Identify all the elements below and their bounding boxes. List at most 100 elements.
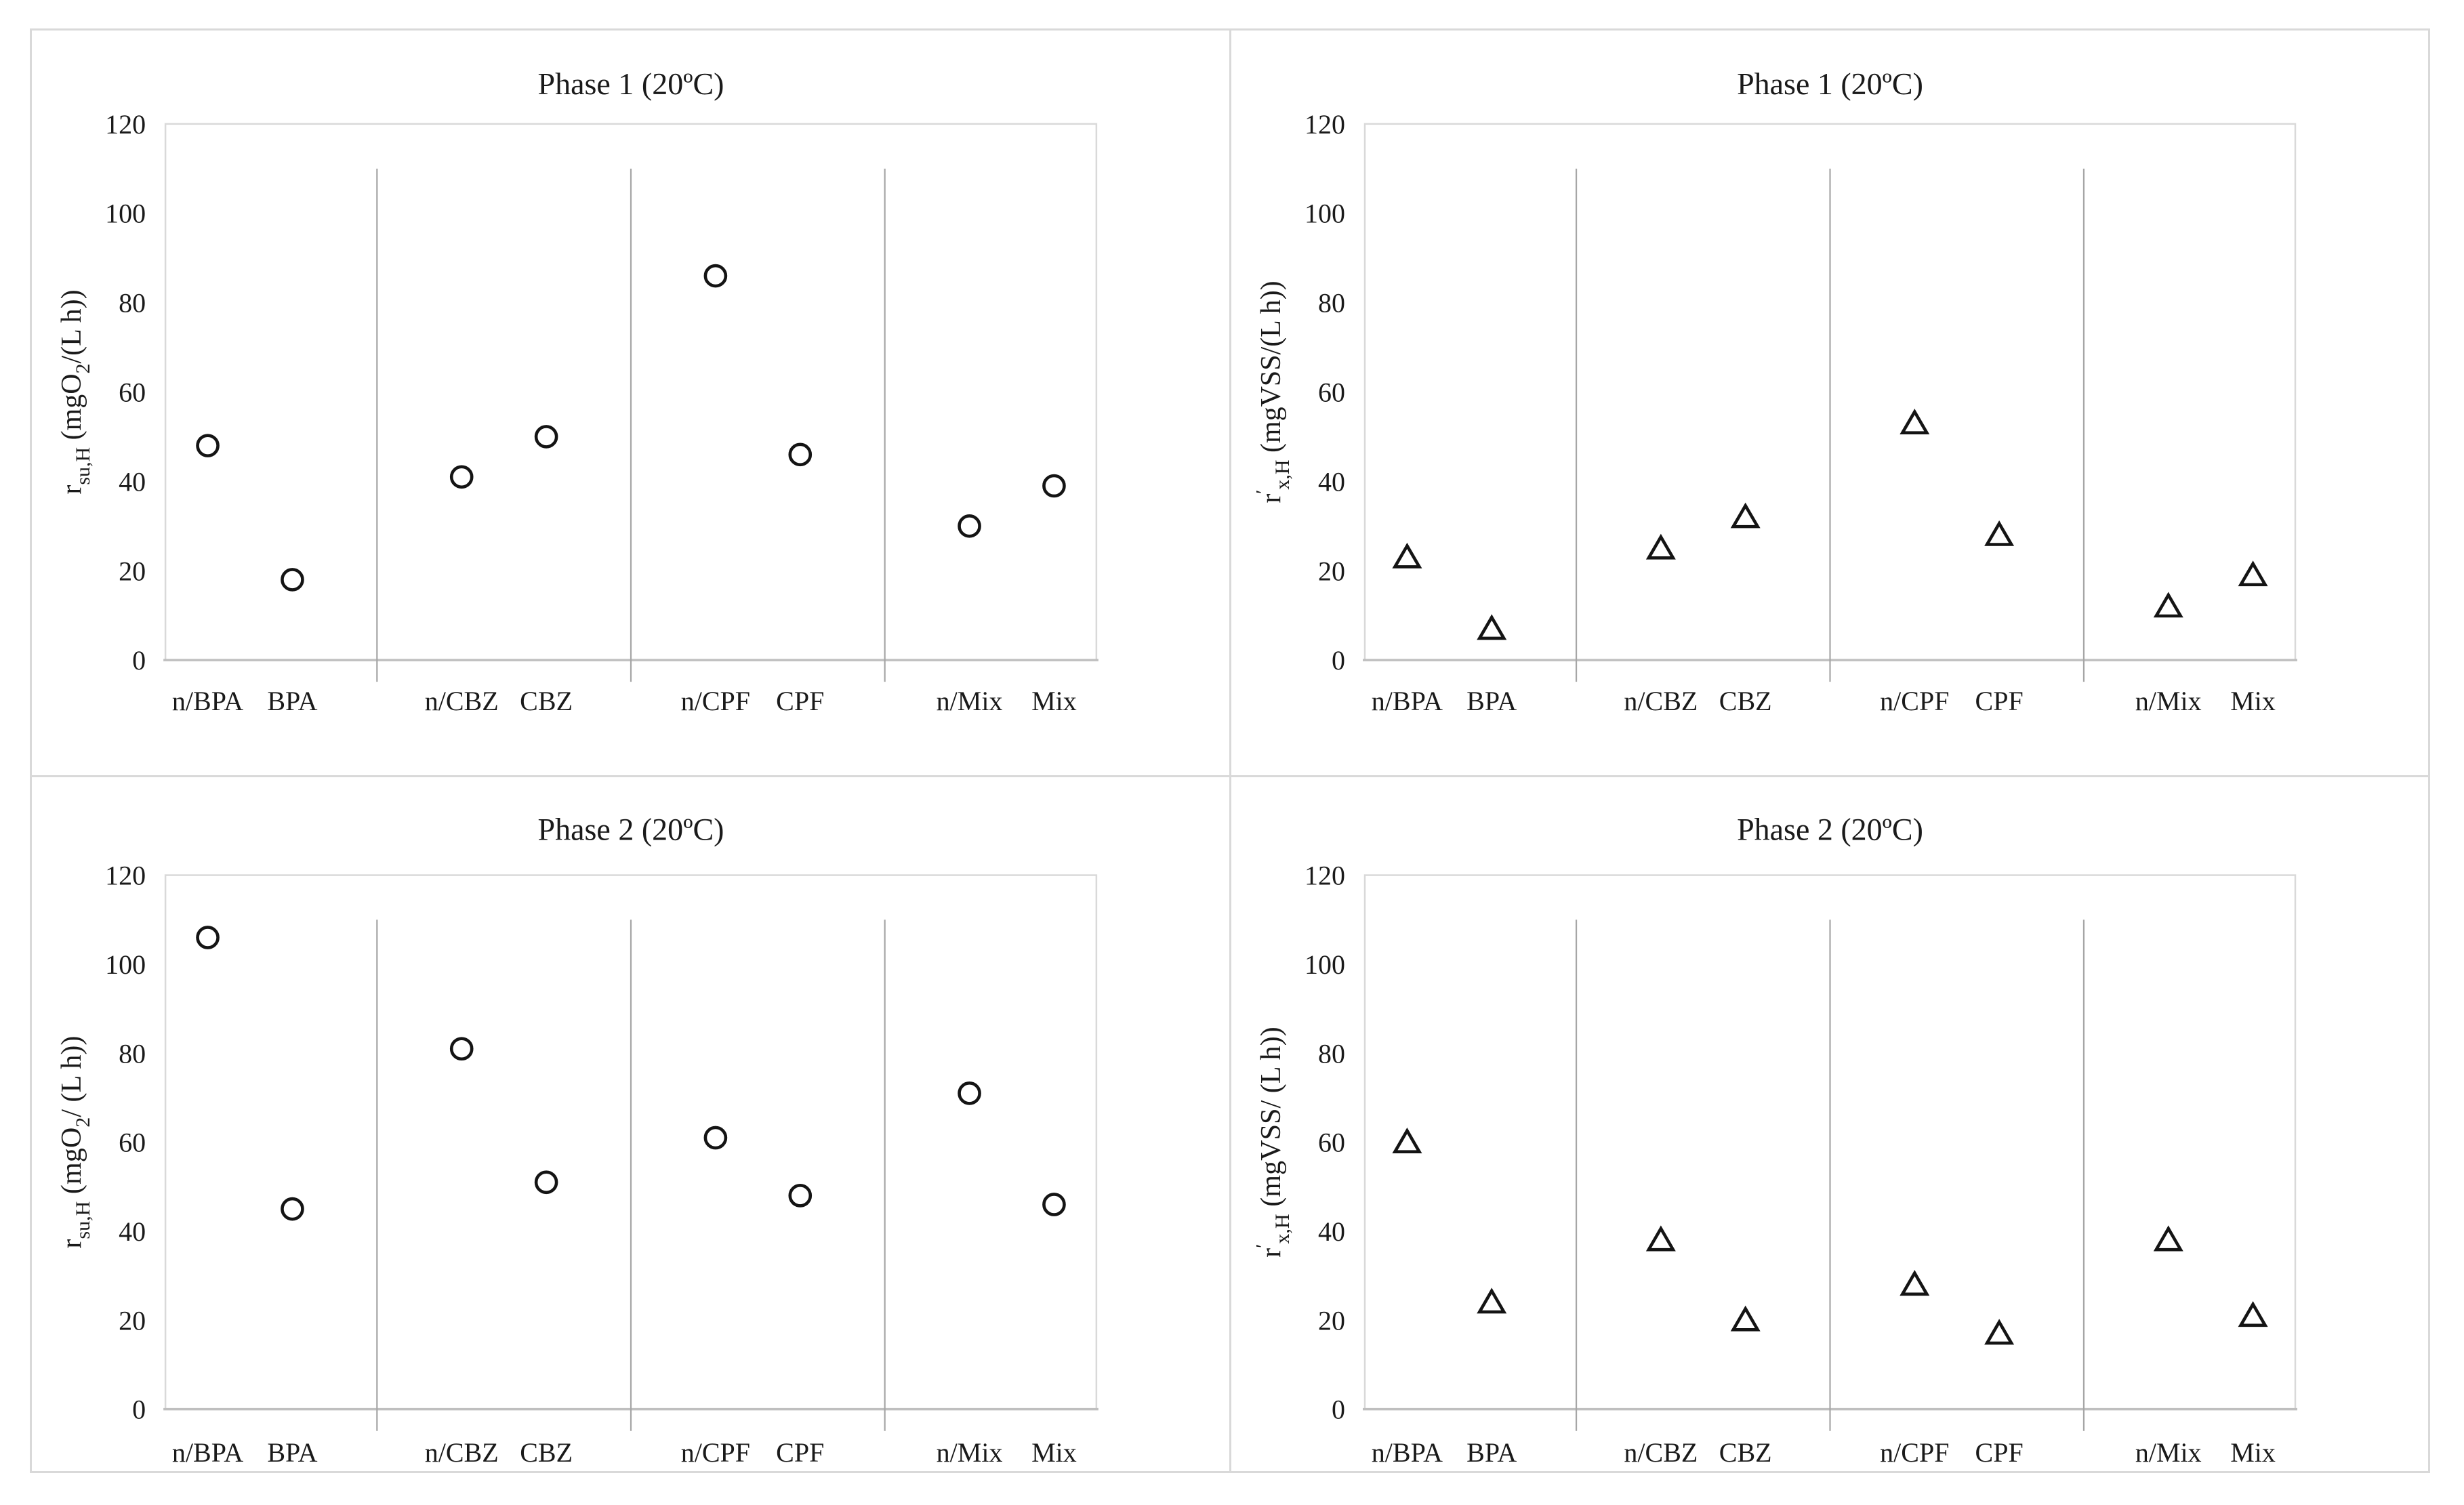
- x-category-label: n/BPA: [1372, 1437, 1443, 1468]
- x-category-label: Mix: [2230, 1437, 2276, 1468]
- y-tick-label: 0: [1332, 645, 1345, 676]
- y-tick-label: 60: [1318, 1128, 1345, 1158]
- y-tick-label: 80: [1318, 1038, 1345, 1069]
- y-tick-label: 60: [1318, 377, 1345, 408]
- data-point-circle: [449, 465, 474, 489]
- chart-title: Phase 1 (20ºC): [1737, 66, 1923, 101]
- x-category-label: n/CBZ: [1624, 686, 1698, 716]
- chart-panel-phase2-rsu: Phase 2 (20ºC) 0 20 40 60 80 100 120 rsu,H (mgO2…: [32, 777, 1231, 1471]
- y-tick-label: 120: [105, 109, 146, 140]
- y-tick-label: 40: [119, 1216, 146, 1247]
- x-category-label: CBZ: [520, 686, 573, 716]
- y-tick-label: 120: [105, 861, 146, 891]
- chart-panel-phase1-rx: Phase 1 (20ºC) 0 20 40 60 80 100 120 r′x,H (mgVS…: [1231, 30, 2428, 777]
- y-axis-label: r′x,H (mgVSS/(L h)): [1253, 281, 1294, 503]
- x-category-label: n/BPA: [1372, 686, 1443, 716]
- x-category-label: CPF: [1975, 1437, 2024, 1468]
- y-tick-label: 100: [105, 949, 146, 980]
- y-tick-label: 80: [119, 1038, 146, 1069]
- x-category-label: BPA: [267, 686, 317, 716]
- y-tick-label: 60: [119, 1128, 146, 1158]
- y-tick-label: 100: [105, 199, 146, 229]
- x-category-label: CBZ: [520, 1437, 573, 1468]
- y-axis-label: rsu,H (mgO2/ (L h)): [56, 1036, 94, 1249]
- x-category-label: n/CBZ: [425, 1437, 499, 1468]
- x-category-label: BPA: [267, 1437, 317, 1468]
- y-tick-label: 20: [119, 1305, 146, 1336]
- data-point-triangle: [1645, 1225, 1676, 1252]
- x-category-label: n/BPA: [172, 686, 243, 716]
- x-category-label: n/CBZ: [425, 686, 499, 716]
- data-point-circle: [788, 1184, 813, 1208]
- data-point-circle: [196, 434, 220, 457]
- x-category-label: CPF: [776, 1437, 824, 1468]
- y-tick-label: 20: [1318, 1305, 1345, 1336]
- data-point-triangle: [2238, 560, 2268, 587]
- data-point-circle: [449, 1037, 474, 1061]
- x-category-label: n/CPF: [681, 686, 750, 716]
- x-category-label: n/CPF: [1880, 1437, 1949, 1468]
- data-point-triangle: [1392, 542, 1422, 569]
- chart-svg-bottom-right: Phase 2 (20ºC) 0 20 40 60 80 100 120 r′x,H (mgVS…: [1253, 812, 2297, 1468]
- data-point-triangle: [1900, 409, 1930, 434]
- x-category-label: n/Mix: [937, 686, 1003, 716]
- y-axis-label: rsu,H (mgO2/(L h)): [56, 289, 94, 494]
- data-point-triangle: [2153, 592, 2183, 618]
- y-tick-label: 100: [1305, 199, 1345, 229]
- x-category-label: BPA: [1466, 1437, 1517, 1468]
- data-point-circle: [1042, 474, 1066, 498]
- x-category-label: Mix: [1031, 686, 1077, 716]
- y-tick-label: 120: [1305, 109, 1345, 140]
- x-category-label: Mix: [2230, 686, 2276, 716]
- data-point-circle: [534, 425, 558, 449]
- data-point-circle: [703, 1126, 728, 1150]
- x-category-label: n/CPF: [681, 1437, 750, 1468]
- y-tick-label: 40: [1318, 1216, 1345, 1247]
- y-tick-label: 40: [1318, 466, 1345, 497]
- y-tick-label: 100: [1305, 949, 1345, 980]
- x-category-label: BPA: [1466, 686, 1517, 716]
- data-point-circle: [958, 1081, 981, 1105]
- y-tick-label: 0: [132, 1395, 146, 1425]
- y-tick-label: 40: [119, 466, 146, 497]
- y-tick-label: 120: [1305, 861, 1345, 891]
- data-point-circle: [1042, 1193, 1066, 1216]
- x-category-label: CBZ: [1719, 1437, 1772, 1468]
- figure-frame: Phase 1 (20ºC) 0 20 40 60 80 100 120 rsu,H (mgO2…: [30, 28, 2430, 1473]
- y-tick-label: 0: [132, 645, 146, 676]
- x-category-label: Mix: [1031, 1437, 1077, 1468]
- x-category-label: n/BPA: [172, 1437, 243, 1468]
- x-category-label: CPF: [1975, 686, 2024, 716]
- x-category-label: CPF: [776, 686, 824, 716]
- data-point-circle: [196, 926, 220, 949]
- y-tick-label: 20: [119, 556, 146, 586]
- data-point-circle: [281, 568, 304, 592]
- data-point-triangle: [1645, 533, 1676, 560]
- data-point-triangle: [1984, 1319, 2015, 1345]
- chart-panel-phase2-rx: Phase 2 (20ºC) 0 20 40 60 80 100 120 r′x,H (mgVS…: [1231, 777, 2428, 1471]
- chart-svg-top-left: Phase 1 (20ºC) 0 20 40 60 80 100 120 rsu,H (mgO2…: [56, 66, 1098, 716]
- chart-title: Phase 1 (20ºC): [537, 66, 724, 101]
- chart-svg-top-right: Phase 1 (20ºC) 0 20 40 60 80 100 120 r′x,H (mgVS…: [1253, 66, 2297, 716]
- x-category-label: n/CPF: [1880, 686, 1949, 716]
- chart-title: Phase 2 (20ºC): [1737, 812, 1923, 846]
- data-point-circle: [534, 1170, 558, 1195]
- y-tick-label: 0: [1332, 1395, 1345, 1425]
- data-point-circle: [958, 514, 981, 538]
- data-point-triangle: [1477, 614, 1507, 640]
- data-point-circle: [788, 442, 813, 467]
- y-tick-label: 80: [119, 288, 146, 318]
- chart-svg-bottom-left: Phase 2 (20ºC) 0 20 40 60 80 100 120 rsu,H (mgO2…: [56, 812, 1098, 1468]
- data-point-triangle: [1392, 1127, 1422, 1153]
- y-tick-label: 20: [1318, 556, 1345, 586]
- chart-title: Phase 2 (20ºC): [537, 812, 724, 846]
- data-point-triangle: [2238, 1301, 2268, 1327]
- data-point-triangle: [1984, 520, 2015, 546]
- data-point-circle: [281, 1197, 304, 1221]
- data-point-triangle: [2153, 1225, 2183, 1252]
- data-point-circle: [703, 264, 728, 288]
- x-category-label: n/Mix: [2135, 686, 2202, 716]
- chart-panel-phase1-rsu: Phase 1 (20ºC) 0 20 40 60 80 100 120 rsu,H (mgO2…: [32, 30, 1231, 777]
- x-category-label: CBZ: [1719, 686, 1772, 716]
